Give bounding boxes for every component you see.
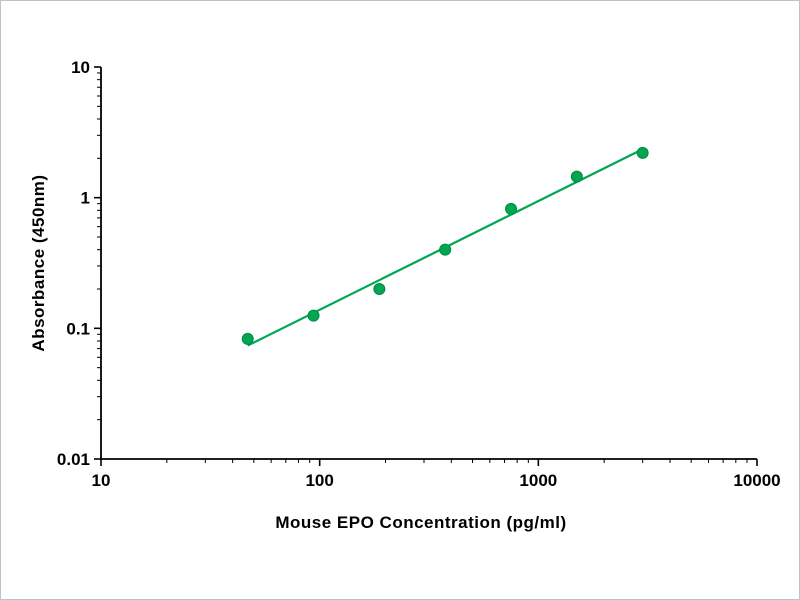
data-point [241,332,254,345]
x-tick-label: 10 [92,471,111,490]
y-tick-label: 0.01 [57,450,90,469]
data-point [307,309,320,322]
data-point [373,282,386,295]
y-tick-label: 1 [81,189,90,208]
y-tick-label: 0.1 [66,319,90,338]
data-point [636,146,649,159]
x-tick-label: 10000 [733,471,780,490]
x-tick-label: 100 [305,471,333,490]
data-point [439,243,452,256]
y-tick-label: 10 [71,58,90,77]
data-point [505,202,518,215]
y-axis-label: Absorbance (450nm) [29,174,48,352]
x-tick-label: 1000 [519,471,557,490]
data-point [570,170,583,183]
x-axis-label: Mouse EPO Concentration (pg/ml) [275,513,567,532]
